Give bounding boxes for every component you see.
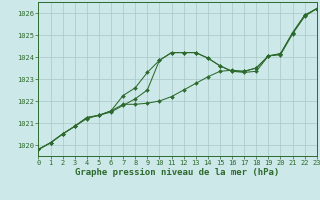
X-axis label: Graphe pression niveau de la mer (hPa): Graphe pression niveau de la mer (hPa) xyxy=(76,168,280,177)
